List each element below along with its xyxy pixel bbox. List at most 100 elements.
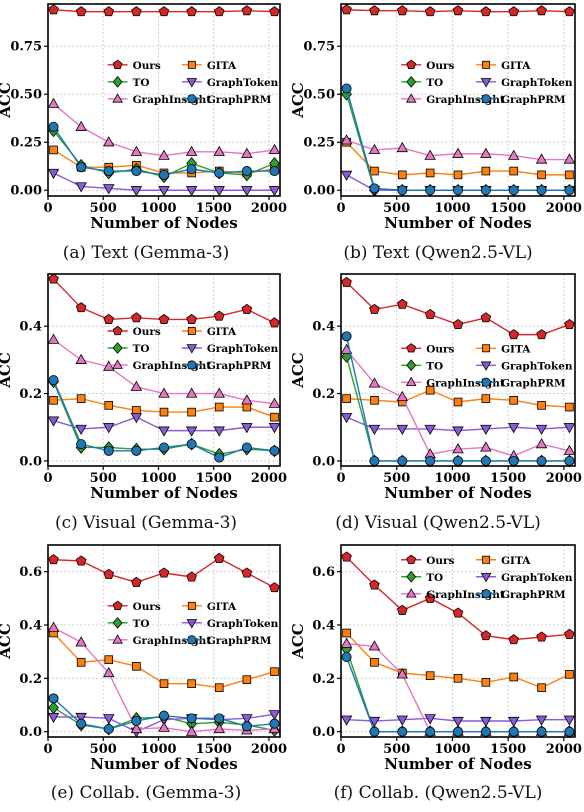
x-tick-label: 500: [383, 471, 410, 486]
series-ours: [48, 4, 280, 17]
series-line-graphinsight: [53, 103, 275, 157]
data-point-graphinsight: [158, 387, 170, 398]
y-tick-label: 0.0: [312, 454, 335, 469]
legend-label-gita: GITA: [501, 343, 531, 355]
y-tick-label: 0.25: [10, 136, 42, 151]
data-point-graphinsight: [241, 147, 253, 158]
data-point-graphtoken: [47, 168, 60, 180]
legend-label-graphprm: GraphPRM: [207, 94, 272, 106]
legend-label-graphtoken: GraphToken: [501, 77, 573, 89]
chart-panel-e: 0 500 1000 1500 2000 0.0 0.2 0.4 0.6 Number of No…: [0, 544, 287, 773]
data-point-graphtoken: [213, 426, 225, 437]
data-point-ours: [158, 567, 170, 578]
data-point-graphinsight: [452, 443, 464, 454]
data-point-ours: [131, 312, 142, 323]
legend-marker-graphprm: [481, 94, 491, 104]
data-point-graphprm: [508, 455, 519, 466]
data-point-graphinsight: [47, 621, 60, 632]
series-graphtoken: [47, 413, 281, 437]
data-point-gita: [453, 170, 463, 180]
data-point-graphprm: [508, 185, 519, 196]
data-point-ours: [536, 631, 547, 642]
data-point-graphtoken: [340, 715, 353, 726]
series-gita: [49, 394, 279, 422]
data-point-gita: [370, 396, 379, 405]
y-tick-label: 0.4: [19, 619, 42, 634]
y-tick-label: 0.0: [19, 725, 42, 740]
x-tick-label: 1000: [434, 742, 470, 757]
y-axis-label: ACC: [0, 352, 14, 389]
data-point-graphprm: [425, 726, 436, 737]
x-tick-label: 2000: [546, 742, 582, 757]
series-ours: [48, 273, 280, 328]
data-point-ours: [213, 6, 225, 17]
data-point-graphinsight: [75, 120, 87, 131]
data-point-graphprm: [158, 710, 169, 721]
data-point-graphtoken: [241, 423, 253, 434]
data-point-ours: [75, 6, 87, 17]
legend-label-graphtoken: GraphToken: [501, 360, 573, 372]
data-point-graphtoken: [563, 423, 576, 434]
data-point-ours: [213, 552, 225, 563]
legend-label-graphprm: GraphPRM: [501, 94, 566, 106]
x-tick-label: 1000: [434, 201, 470, 216]
data-point-graphtoken: [563, 715, 576, 726]
data-point-graphinsight: [563, 444, 576, 455]
data-point-graphtoken: [480, 716, 492, 728]
data-point-ours: [536, 5, 547, 16]
data-point-gita: [425, 168, 435, 178]
x-axis-label: Number of Nodes: [384, 755, 532, 773]
data-point-graphprm: [48, 121, 59, 132]
data-point-gita: [270, 667, 279, 676]
x-axis-label: Number of Nodes: [90, 755, 238, 773]
data-point-graphtoken: [268, 710, 281, 721]
data-point-gita: [453, 674, 463, 683]
legend-label-to: TO: [133, 343, 150, 355]
data-point-graphtoken: [507, 716, 520, 728]
data-point-ours: [480, 630, 492, 641]
series-gita: [49, 628, 279, 692]
series-ours: [341, 4, 575, 17]
legend-label-to: TO: [426, 360, 443, 372]
y-tick-label: 0.75: [10, 40, 42, 55]
data-point-gita: [159, 407, 169, 417]
data-point-graphprm: [536, 185, 547, 196]
data-point-ours: [564, 628, 575, 639]
y-tick-label: 0.4: [19, 320, 42, 335]
data-point-gita: [509, 672, 519, 682]
data-point-graphinsight: [185, 387, 198, 398]
data-point-graphprm: [425, 185, 436, 196]
data-point-graphprm: [369, 183, 380, 194]
legend-label-gita: GITA: [501, 60, 531, 72]
data-point-graphinsight: [268, 143, 281, 155]
series-graphprm: [48, 121, 280, 180]
legend-marker-graphinsight: [405, 376, 417, 387]
legend-label-graphtoken: GraphToken: [207, 77, 279, 89]
data-point-gita: [425, 671, 435, 680]
x-tick-label: 1500: [490, 742, 526, 757]
data-point-graphtoken: [130, 413, 143, 424]
x-tick-label: 2000: [251, 201, 287, 216]
x-tick-label: 0: [336, 201, 345, 216]
data-point-graphprm: [425, 455, 436, 466]
legend-label-graphprm: GraphPRM: [501, 377, 566, 389]
legend-label-graphinsight: GraphInsight: [133, 360, 212, 372]
x-tick-label: 500: [90, 201, 117, 216]
data-point-graphprm: [397, 185, 408, 196]
data-point-graphprm: [131, 716, 142, 727]
data-point-graphprm: [186, 713, 197, 724]
data-point-graphprm: [480, 455, 491, 466]
data-point-graphprm: [269, 718, 280, 729]
data-point-graphprm: [131, 166, 142, 177]
y-tick-label: 0.2: [19, 387, 42, 402]
data-point-graphinsight: [130, 380, 143, 391]
data-point-graphinsight: [268, 397, 281, 408]
data-point-graphtoken: [103, 184, 115, 195]
legend-marker-ours: [112, 59, 123, 69]
data-point-graphtoken: [535, 715, 548, 726]
legend-label-to: TO: [426, 572, 443, 584]
data-point-graphprm: [341, 83, 352, 94]
data-point-graphinsight: [241, 394, 253, 405]
x-tick-label: 0: [43, 742, 52, 757]
